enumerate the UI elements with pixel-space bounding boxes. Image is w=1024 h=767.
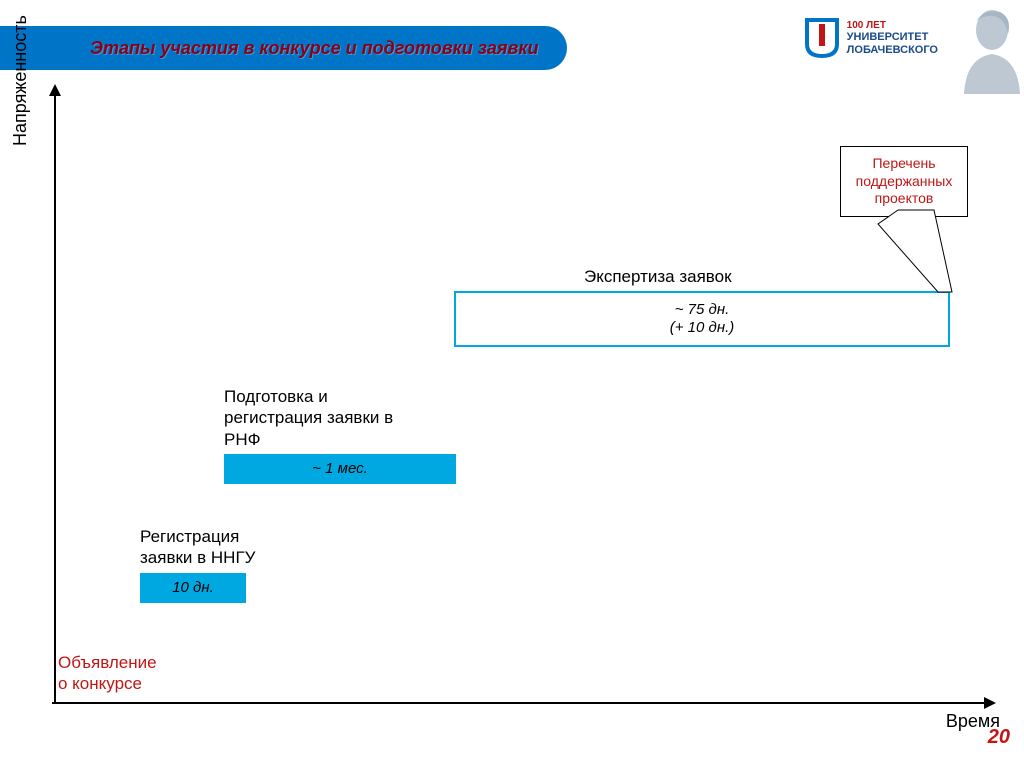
- callout-box: Перечень поддержанных проектов: [840, 146, 968, 217]
- announcement-label: Объявление о конкурсе: [58, 652, 157, 695]
- stage-1-bar: 10 дн.: [140, 573, 246, 603]
- page-title: Этапы участия в конкурсе и подготовки за…: [90, 38, 539, 59]
- logo-line1: УНИВЕРСИТЕТ: [847, 31, 938, 44]
- stage-3-bar: ~ 75 дн. (+ 10 дн.): [454, 291, 950, 347]
- stage-3: Экспертиза заявок ~ 75 дн. (+ 10 дн.): [454, 266, 984, 347]
- logo-block: 100 ЛЕТ УНИВЕРСИТЕТ ЛОБАЧЕВСКОГО: [805, 18, 938, 58]
- x-axis: [52, 702, 994, 704]
- announce-line1: Объявление: [58, 652, 157, 673]
- stage-3-label: Экспертиза заявок: [584, 266, 984, 287]
- stage-2-label: Подготовка и регистрация заявки в РНФ: [224, 386, 454, 450]
- stage-1-label: Регистрация заявки в ННГУ: [140, 526, 300, 569]
- announce-line2: о конкурсе: [58, 673, 157, 694]
- logo-line2: ЛОБАЧЕВСКОГО: [847, 44, 938, 57]
- chart-area: Напряженность Время Объявление о конкурс…: [54, 86, 994, 726]
- stage-2-bar: ~ 1 мес.: [224, 454, 456, 484]
- logo-top-line: 100 ЛЕТ: [847, 20, 938, 32]
- logo-text: 100 ЛЕТ УНИВЕРСИТЕТ ЛОБАЧЕВСКОГО: [847, 20, 938, 57]
- portrait-icon: [954, 0, 1024, 94]
- header-bar: Этапы участия в конкурсе и подготовки за…: [0, 26, 567, 70]
- logo-u-icon: [805, 18, 839, 58]
- stage-2: Подготовка и регистрация заявки в РНФ ~ …: [224, 386, 456, 484]
- y-axis: [54, 86, 56, 704]
- y-axis-label: Напряженность: [10, 15, 31, 146]
- stage-1: Регистрация заявки в ННГУ 10 дн.: [140, 526, 300, 603]
- page-number: 20: [988, 726, 1010, 749]
